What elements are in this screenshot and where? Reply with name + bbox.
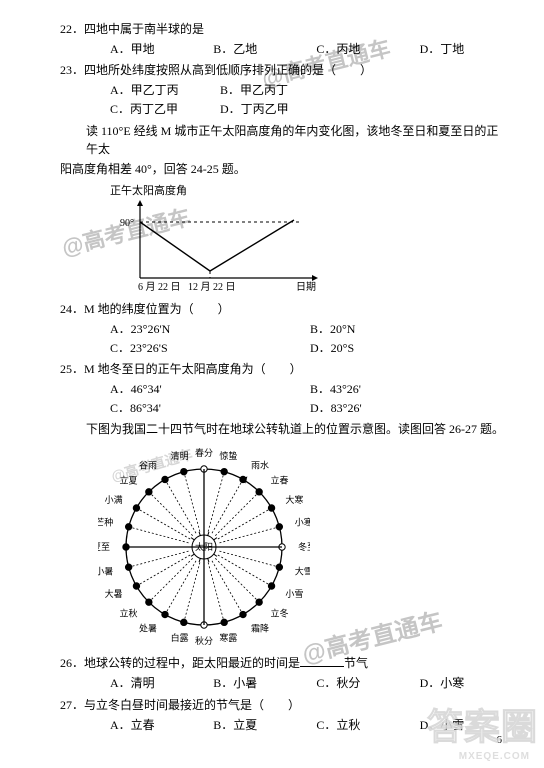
q25-row2: C．86°34' D．83°26' xyxy=(110,399,504,418)
svg-text:6 月 22 日: 6 月 22 日 xyxy=(138,281,181,293)
q23-options-row2: C．丙丁乙甲 D．丁丙乙甲 xyxy=(110,100,504,119)
q25-stem: 25．M 地冬至日的正午太阳高度角为（ ） xyxy=(60,360,504,378)
q23-opt-a: A．甲乙丁丙 xyxy=(110,81,220,100)
q23-opt-c: C．丙丁乙甲 xyxy=(110,100,220,119)
q26-stem: 26．地球公转的过程中，距太阳最近的时间是 节气 xyxy=(60,654,504,672)
svg-text:芒种: 芒种 xyxy=(98,517,113,528)
svg-text:小暑: 小暑 xyxy=(98,567,113,577)
svg-text:立春: 立春 xyxy=(270,475,288,486)
q26-stem-pre: 26．地球公转的过程中，距太阳最近的时间是 xyxy=(60,656,300,670)
passage1-line1: 读 110°E 经线 M 城市正午太阳高度角的年内变化图，该地冬至日和夏至日的正… xyxy=(86,122,504,158)
svg-text:夏至: 夏至 xyxy=(98,542,110,552)
q24-opt-c: C．23°26'S xyxy=(110,339,310,358)
q25-opt-d: D．83°26' xyxy=(310,399,362,418)
q22-options: A．甲地 B．乙地 C．丙地 D．丁地 xyxy=(110,40,504,59)
svg-text:小满: 小满 xyxy=(105,495,123,505)
svg-text:12 月 22 日: 12 月 22 日 xyxy=(188,281,236,293)
page-content: 22．四地中属于南半球的是 A．甲地 B．乙地 C．丙地 D．丁地 23．四地所… xyxy=(0,0,544,735)
q25-row1: A．46°34' B．43°26' xyxy=(110,380,504,399)
q25-opt-b: B．43°26' xyxy=(310,380,361,399)
passage2: 下图为我国二十四节气时在地球公转轨道上的位置示意图。读图回答 26-27 题。 xyxy=(86,420,504,438)
svg-text:谷雨: 谷雨 xyxy=(139,461,157,471)
q26-opt-c: C．秋分 xyxy=(316,674,419,693)
q26-stem-post: 节气 xyxy=(344,656,368,670)
svg-text:处暑: 处暑 xyxy=(139,623,157,634)
answer-logo: 答案圈 xyxy=(427,698,538,750)
q24-row1: A．23°26'N B．20°N xyxy=(110,320,504,339)
svg-text:秋分: 秋分 xyxy=(195,635,213,646)
q25-opt-c: C．86°34' xyxy=(110,399,310,418)
svg-text:白露: 白露 xyxy=(171,632,189,643)
svg-text:霜降: 霜降 xyxy=(251,623,269,634)
q24-opt-d: D．20°S xyxy=(310,339,354,358)
q22-stem: 22．四地中属于南半球的是 xyxy=(60,20,504,38)
q26-opt-b: B．小暑 xyxy=(213,674,316,693)
svg-text:大暑: 大暑 xyxy=(105,588,123,599)
svg-text:小雪: 小雪 xyxy=(285,589,303,599)
q27-opt-a: A．立春 xyxy=(110,716,213,735)
svg-text:清明: 清明 xyxy=(171,451,189,462)
solar-terms-diagram: 太阳春分惊蛰雨水立春大寒小寒冬至大雪小雪立冬霜降寒露秋分白露处暑立秋大暑小暑夏至… xyxy=(98,444,504,650)
solar-terms-svg: 太阳春分惊蛰雨水立春大寒小寒冬至大雪小雪立冬霜降寒露秋分白露处暑立秋大暑小暑夏至… xyxy=(98,444,310,650)
svg-text:惊蛰: 惊蛰 xyxy=(219,451,237,462)
svg-text:冬至: 冬至 xyxy=(298,541,310,552)
blank-line xyxy=(300,656,344,667)
svg-text:大雪: 大雪 xyxy=(295,566,310,577)
q24-stem: 24．M 地的纬度位置为（ ） xyxy=(60,300,504,318)
q24-row2: C．23°26'S D．20°S xyxy=(110,339,504,358)
svg-text:90°: 90° xyxy=(120,218,134,229)
svg-text:立夏: 立夏 xyxy=(120,475,138,486)
answer-logo-sub: MXEQE.COM xyxy=(459,751,530,762)
svg-text:寒露: 寒露 xyxy=(219,632,237,643)
svg-text:立冬: 立冬 xyxy=(270,608,288,619)
altitude-chart-svg: 90° 6 月 22 日 12 月 22 日 日期 xyxy=(110,200,320,296)
q24-opt-b: B．20°N xyxy=(310,320,355,339)
q23-opt-b: B．甲乙丙丁 xyxy=(220,81,330,100)
q26-opt-d: D．小寒 xyxy=(420,674,504,693)
q26-options: A．清明 B．小暑 C．秋分 D．小寒 xyxy=(110,674,504,693)
q27-opt-c: C．立秋 xyxy=(316,716,419,735)
q27-opt-b: B．立夏 xyxy=(213,716,316,735)
chart-title: 正午太阳高度角 xyxy=(110,182,504,198)
q24-opt-a: A．23°26'N xyxy=(110,320,310,339)
svg-text:小寒: 小寒 xyxy=(295,517,310,528)
q22-opt-d: D．丁地 xyxy=(420,40,504,59)
svg-text:春分: 春分 xyxy=(195,447,213,458)
q26-opt-a: A．清明 xyxy=(110,674,213,693)
q22-opt-a: A．甲地 xyxy=(110,40,213,59)
q25-opt-a: A．46°34' xyxy=(110,380,310,399)
svg-text:雨水: 雨水 xyxy=(251,460,269,471)
q23-stem: 23．四地所处纬度按照从高到低顺序排列正确的是（ ） xyxy=(60,61,504,79)
svg-text:日期: 日期 xyxy=(296,281,316,293)
q23-options: A．甲乙丁丙 B．甲乙丙丁 xyxy=(110,81,504,100)
altitude-chart: 正午太阳高度角 90° 6 月 22 日 12 月 22 日 日期 xyxy=(110,182,504,296)
passage1-line2: 阳高度角相差 40°，回答 24-25 题。 xyxy=(60,160,504,178)
svg-text:大寒: 大寒 xyxy=(285,494,303,505)
q22-opt-c: C．丙地 xyxy=(316,40,419,59)
svg-text:立秋: 立秋 xyxy=(120,608,138,619)
q22-opt-b: B．乙地 xyxy=(213,40,316,59)
q23-opt-d: D．丁丙乙甲 xyxy=(220,100,330,119)
